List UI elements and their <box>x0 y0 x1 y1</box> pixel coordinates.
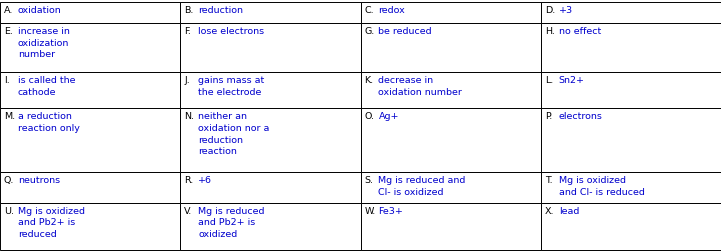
Bar <box>360 23 541 72</box>
Bar <box>180 203 360 250</box>
Text: gains mass at
the electrode: gains mass at the electrode <box>198 76 265 97</box>
Text: lead: lead <box>559 207 579 216</box>
Text: K.: K. <box>365 76 373 85</box>
Bar <box>0 2 180 23</box>
Text: F.: F. <box>185 27 191 36</box>
Bar <box>180 72 360 108</box>
Text: E.: E. <box>4 27 13 36</box>
Text: I.: I. <box>4 76 10 85</box>
Bar <box>0 72 180 108</box>
Bar <box>541 203 721 250</box>
Bar <box>0 108 180 172</box>
Text: M.: M. <box>4 112 15 121</box>
Bar <box>0 203 180 250</box>
Text: Fe3+: Fe3+ <box>379 207 403 216</box>
Text: electrons: electrons <box>559 112 603 121</box>
Bar <box>180 2 360 23</box>
Text: S.: S. <box>365 176 373 185</box>
Text: Mg is oxidized
and Pb2+ is
reduced: Mg is oxidized and Pb2+ is reduced <box>18 207 85 239</box>
Text: oxidation: oxidation <box>18 6 62 15</box>
Text: L.: L. <box>545 76 553 85</box>
Text: N.: N. <box>185 112 194 121</box>
Text: Mg is reduced and
Cl- is oxidized: Mg is reduced and Cl- is oxidized <box>379 176 466 197</box>
Text: increase in
oxidization
number: increase in oxidization number <box>18 27 70 59</box>
Bar <box>180 172 360 203</box>
Text: V.: V. <box>185 207 193 216</box>
Text: Ag+: Ag+ <box>379 112 399 121</box>
Text: no effect: no effect <box>559 27 601 36</box>
Text: H.: H. <box>545 27 554 36</box>
Bar <box>360 172 541 203</box>
Bar <box>180 23 360 72</box>
Bar <box>360 203 541 250</box>
Text: is called the
cathode: is called the cathode <box>18 76 76 97</box>
Text: U.: U. <box>4 207 14 216</box>
Bar <box>0 172 180 203</box>
Text: redox: redox <box>379 6 405 15</box>
Text: T.: T. <box>545 176 552 185</box>
Text: reduction: reduction <box>198 6 243 15</box>
Text: X.: X. <box>545 207 554 216</box>
Text: neither an
oxidation nor a
reduction
reaction: neither an oxidation nor a reduction rea… <box>198 112 270 156</box>
Text: lose electrons: lose electrons <box>198 27 265 36</box>
Text: +3: +3 <box>559 6 573 15</box>
Text: D.: D. <box>545 6 555 15</box>
Text: neutrons: neutrons <box>18 176 60 185</box>
Text: Sn2+: Sn2+ <box>559 76 585 85</box>
Text: A.: A. <box>4 6 14 15</box>
Text: G.: G. <box>365 27 375 36</box>
Text: W.: W. <box>365 207 376 216</box>
Text: Mg is oxidized
and Cl- is reduced: Mg is oxidized and Cl- is reduced <box>559 176 645 197</box>
Bar <box>541 172 721 203</box>
Bar <box>541 23 721 72</box>
Text: decrease in
oxidation number: decrease in oxidation number <box>379 76 462 97</box>
Text: P.: P. <box>545 112 552 121</box>
Bar <box>360 72 541 108</box>
Text: a reduction
reaction only: a reduction reaction only <box>18 112 80 133</box>
Text: +6: +6 <box>198 176 212 185</box>
Bar <box>0 23 180 72</box>
Text: R.: R. <box>185 176 193 185</box>
Text: O.: O. <box>365 112 374 121</box>
Bar <box>180 108 360 172</box>
Bar <box>360 2 541 23</box>
Text: Mg is reduced
and Pb2+ is
oxidized: Mg is reduced and Pb2+ is oxidized <box>198 207 265 239</box>
Text: be reduced: be reduced <box>379 27 432 36</box>
Text: Q.: Q. <box>4 176 14 185</box>
Text: C.: C. <box>365 6 374 15</box>
Bar <box>541 72 721 108</box>
Bar <box>541 2 721 23</box>
Text: B.: B. <box>185 6 194 15</box>
Bar <box>541 108 721 172</box>
Text: J.: J. <box>185 76 190 85</box>
Bar <box>360 108 541 172</box>
